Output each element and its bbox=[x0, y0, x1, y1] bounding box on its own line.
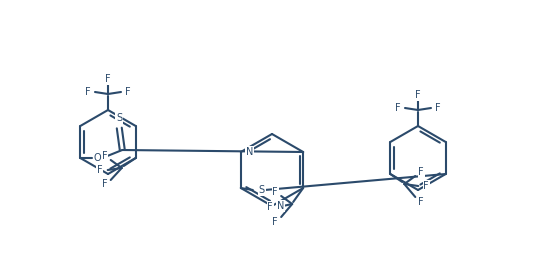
Text: F: F bbox=[415, 90, 421, 100]
Text: F: F bbox=[418, 197, 424, 207]
Text: F: F bbox=[85, 87, 91, 97]
Text: F: F bbox=[395, 103, 401, 113]
Text: F: F bbox=[102, 179, 108, 189]
Text: F: F bbox=[105, 74, 111, 84]
Text: N: N bbox=[277, 201, 285, 211]
Text: N: N bbox=[246, 147, 253, 157]
Text: F: F bbox=[424, 181, 429, 191]
Text: S: S bbox=[116, 113, 123, 123]
Text: F: F bbox=[268, 202, 273, 212]
Text: F: F bbox=[97, 165, 102, 175]
Text: O: O bbox=[93, 153, 101, 163]
Text: F: F bbox=[435, 103, 441, 113]
Text: F: F bbox=[125, 87, 131, 97]
Text: F: F bbox=[102, 151, 108, 161]
Text: F: F bbox=[418, 167, 424, 177]
Text: F: F bbox=[272, 187, 278, 197]
Text: S: S bbox=[259, 185, 265, 195]
Text: F: F bbox=[272, 217, 278, 227]
